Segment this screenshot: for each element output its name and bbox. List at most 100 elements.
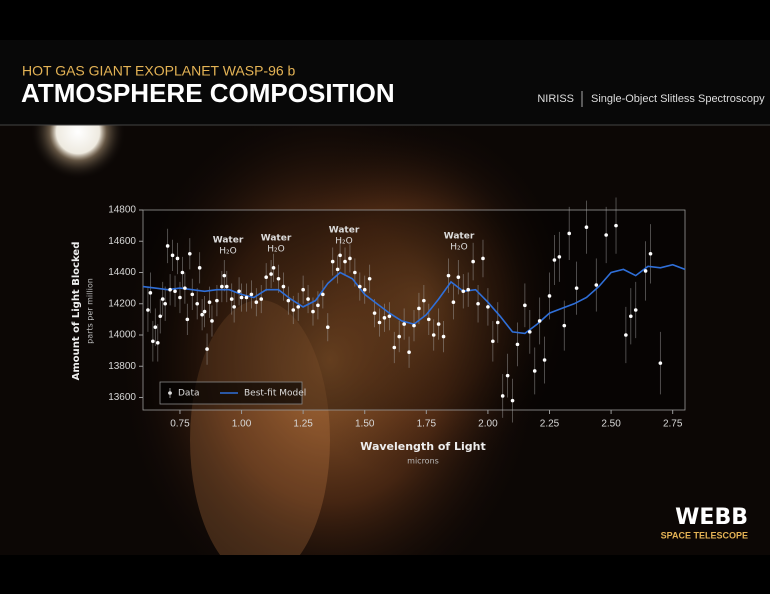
annotation: Water (444, 232, 475, 242)
data-point (486, 305, 490, 309)
data-point (417, 306, 421, 311)
data-point (392, 345, 397, 350)
data-point (358, 284, 362, 289)
data-point (500, 394, 505, 398)
data-point (567, 231, 572, 236)
data-point (215, 298, 219, 303)
data-point (476, 301, 480, 306)
data-point (557, 255, 562, 259)
data-point (537, 319, 542, 323)
annotation-formula: H₂O (450, 243, 467, 253)
data-point (232, 305, 236, 309)
y-axis-label: Amount of Light Blocked (71, 242, 82, 381)
y-axis-sublabel: parts per million (86, 278, 95, 344)
data-point (372, 311, 377, 315)
data-point (515, 342, 520, 347)
data-point (237, 289, 241, 294)
data-point (552, 258, 557, 262)
data-point (264, 275, 268, 279)
data-point (441, 334, 446, 339)
data-point (163, 301, 167, 306)
data-point (146, 308, 150, 312)
data-point (178, 295, 182, 300)
data-point (330, 259, 335, 264)
x-tick-label: 2.25 (540, 419, 560, 430)
data-point (165, 244, 170, 248)
x-tick-label: 1.50 (355, 419, 375, 430)
header-title: ATMOSPHERE COMPOSITION (21, 78, 395, 108)
data-point (224, 284, 229, 289)
data-point (160, 297, 165, 301)
x-tick-label: 2.00 (478, 419, 498, 430)
data-point (180, 270, 185, 275)
data-point (491, 339, 495, 344)
data-point (348, 256, 352, 261)
data-point (523, 303, 527, 308)
x-axis-label: Wavelength of Light (360, 440, 486, 453)
data-point (436, 322, 441, 326)
instrument: NIRISS (537, 93, 574, 105)
data-point (153, 325, 158, 329)
x-tick-label: 2.50 (601, 419, 621, 430)
data-point (269, 272, 273, 276)
legend-label: Best-fit Model (244, 389, 306, 399)
data-point (151, 339, 155, 344)
data-point (205, 347, 209, 351)
data-point (532, 369, 537, 373)
data-point (604, 233, 608, 237)
annotation: Water (261, 234, 292, 244)
data-point (301, 287, 305, 292)
data-point (377, 320, 382, 325)
data-point (614, 223, 618, 228)
data-point (168, 287, 172, 292)
data-point (643, 269, 648, 273)
data-point (495, 320, 500, 325)
data-point (316, 303, 320, 308)
data-point (244, 295, 249, 300)
annotation-formula: H₂O (335, 237, 352, 247)
data-point (185, 317, 190, 322)
data-point (594, 283, 599, 287)
x-tick-label: 0.75 (170, 419, 190, 430)
data-point (451, 300, 456, 304)
data-point (510, 398, 515, 403)
logo-tagline: SPACE TELESCOPE (661, 530, 748, 540)
data-point (202, 309, 207, 314)
annotation-formula: H₂O (267, 245, 284, 255)
data-point (426, 317, 431, 322)
data-point (456, 275, 461, 279)
data-point (311, 309, 315, 314)
data-point (382, 316, 387, 320)
x-axis-sublabel: microns (407, 457, 439, 466)
y-tick-label: 14600 (108, 236, 136, 247)
data-point (239, 295, 244, 300)
data-point (658, 361, 663, 365)
x-tick-label: 2.75 (663, 419, 683, 430)
data-point (259, 297, 264, 301)
data-point (431, 333, 436, 337)
data-point (222, 273, 227, 278)
data-point (335, 267, 340, 272)
data-point (547, 294, 552, 298)
data-point (286, 298, 291, 303)
y-tick-label: 14800 (108, 205, 136, 216)
data-point (210, 319, 214, 323)
data-point (321, 292, 325, 297)
y-tick-label: 13800 (108, 361, 136, 372)
data-point (296, 305, 301, 309)
data-point (175, 256, 180, 261)
data-point (542, 358, 547, 362)
y-tick-label: 13600 (108, 392, 136, 403)
y-tick-label: 14000 (108, 330, 136, 341)
data-point (229, 297, 234, 301)
data-point (325, 325, 330, 329)
data-point (353, 270, 357, 275)
data-point (197, 266, 202, 270)
data-point (466, 287, 471, 292)
data-point (527, 330, 532, 334)
data-point (195, 301, 199, 306)
data-point (173, 289, 177, 294)
data-point (402, 322, 406, 326)
annotation: Water (213, 236, 244, 246)
